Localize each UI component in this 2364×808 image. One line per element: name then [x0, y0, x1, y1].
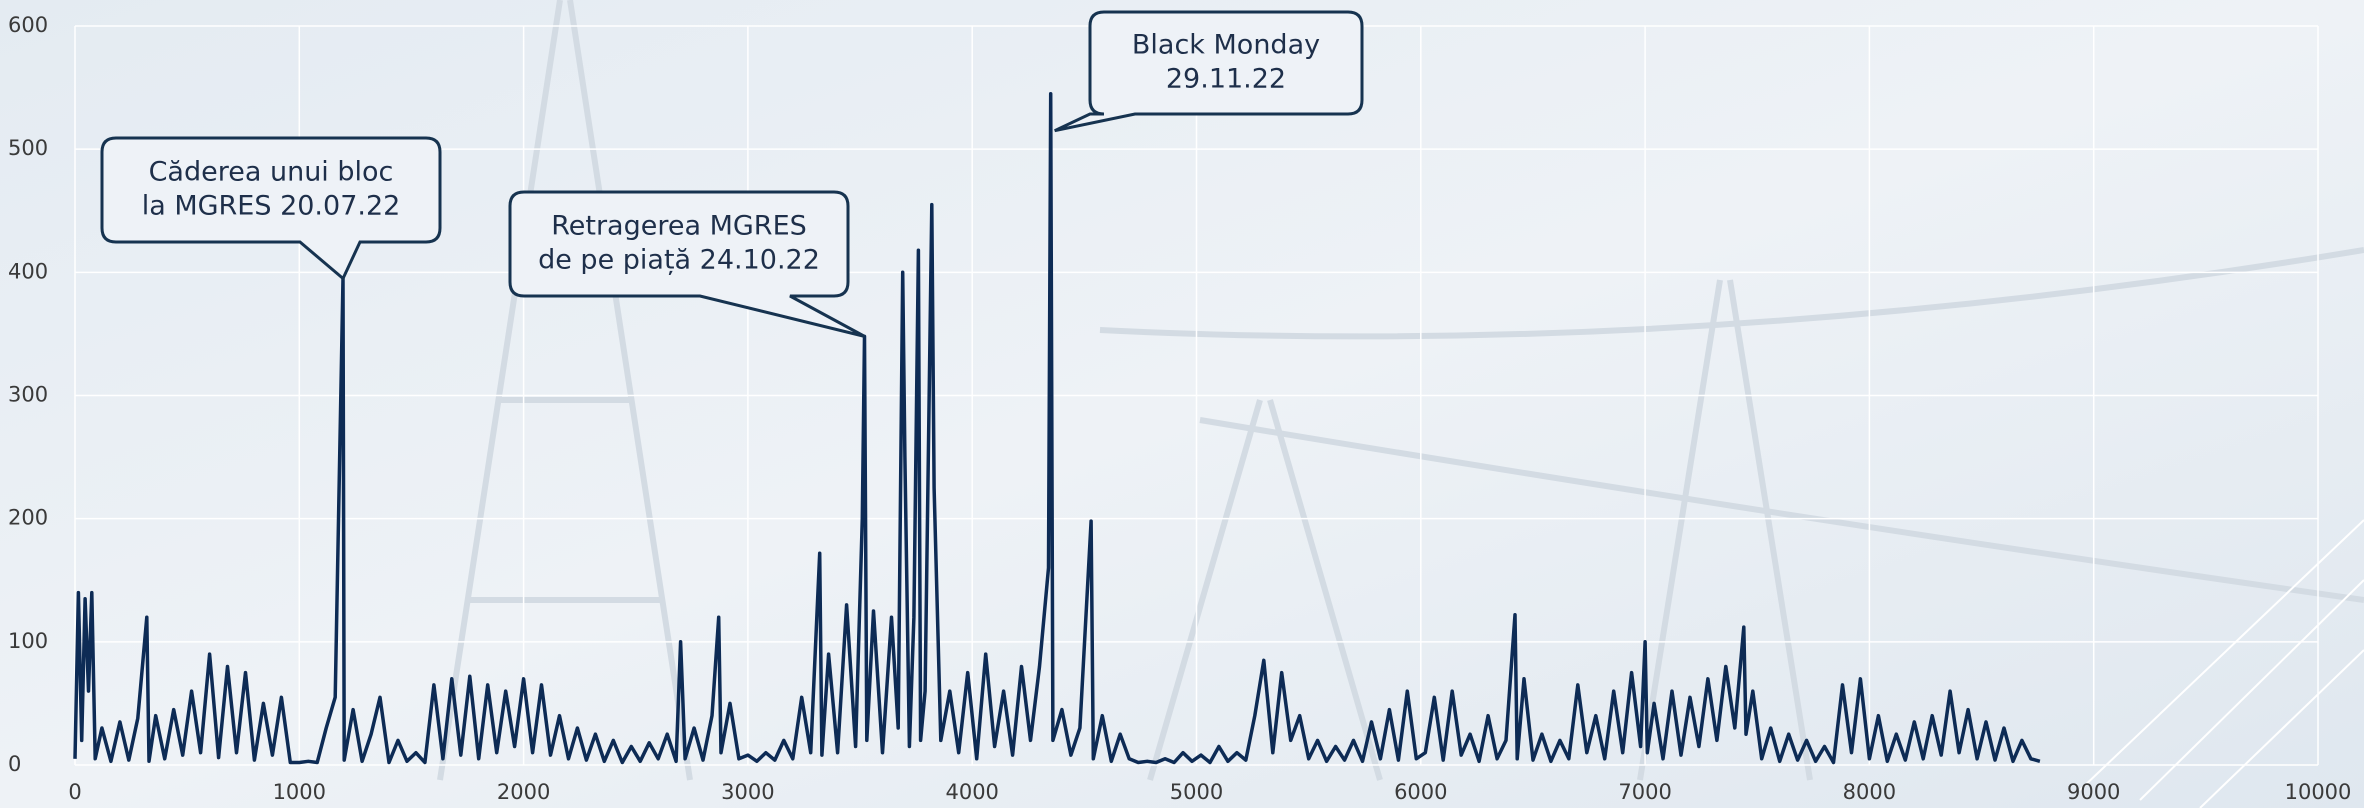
x-tick-label: 10000	[2285, 780, 2352, 804]
y-tick-label: 200	[8, 506, 48, 530]
y-tick-label: 0	[8, 752, 21, 776]
y-tick-label: 100	[8, 629, 48, 653]
x-tick-label: 8000	[1843, 780, 1896, 804]
x-tick-label: 6000	[1394, 780, 1447, 804]
x-tick-label: 0	[68, 780, 81, 804]
chart: 0100200300400500600010002000300040005000…	[0, 0, 2364, 808]
x-tick-label: 2000	[497, 780, 550, 804]
callout-text: la MGRES 20.07.22	[142, 191, 401, 222]
x-tick-label: 9000	[2067, 780, 2120, 804]
callout-text: Black Monday	[1132, 30, 1320, 61]
x-tick-label: 1000	[273, 780, 326, 804]
y-tick-label: 500	[8, 136, 48, 160]
x-tick-label: 7000	[1618, 780, 1671, 804]
x-tick-label: 4000	[945, 780, 998, 804]
callout-text: de pe piață 24.10.22	[538, 245, 820, 276]
page: 0100200300400500600010002000300040005000…	[0, 0, 2364, 808]
callout-text: Căderea unui bloc	[149, 157, 394, 188]
background	[0, 0, 2364, 808]
x-tick-label: 5000	[1170, 780, 1223, 804]
callout-text: 29.11.22	[1166, 64, 1286, 95]
x-tick-label: 3000	[721, 780, 774, 804]
callout-text: Retragerea MGRES	[551, 211, 807, 242]
y-tick-label: 300	[8, 383, 48, 407]
y-tick-label: 400	[8, 259, 48, 283]
y-tick-label: 600	[8, 13, 48, 37]
